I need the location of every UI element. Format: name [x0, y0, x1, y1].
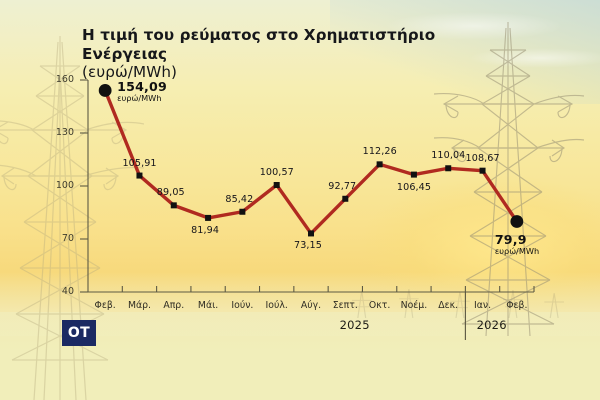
y-axis-tick-label: 40 — [61, 286, 74, 297]
y-axis-tick-label: 70 — [61, 233, 74, 244]
x-axis-tick-label: Φεβ. — [94, 300, 116, 311]
x-axis-tick-label: Ιούλ. — [265, 300, 288, 311]
endpoint-unit: ευρώ/MWh — [117, 93, 162, 104]
endpoint-value: 79,9 — [494, 231, 527, 247]
x-axis-tick-label: Ιαν. — [474, 300, 492, 311]
ground-band — [0, 312, 600, 400]
data-point-marker — [445, 165, 452, 172]
data-point-marker — [308, 230, 314, 237]
axes — [80, 79, 535, 340]
endpoint-value: 154,09 — [117, 79, 167, 95]
data-value-label: 73,15 — [294, 240, 322, 252]
data-point-endpoint — [98, 84, 112, 97]
year-label: 2025 — [339, 318, 370, 332]
data-point-markers — [98, 84, 524, 237]
data-point-endpoint — [510, 215, 524, 228]
ot-logo-badge: OT — [62, 320, 96, 346]
data-point-marker — [342, 195, 349, 202]
data-value-label: 110,04 — [431, 150, 466, 162]
y-axis-tick-label: 100 — [55, 180, 74, 191]
endpoint-value-label: 154,09 ευρώ/MWh — [117, 79, 167, 103]
x-axis-tick-label: Σεπτ. — [332, 300, 358, 311]
data-point-marker — [273, 181, 280, 188]
data-point-marker — [479, 167, 486, 174]
x-axis-tick-label: Αύγ. — [300, 300, 322, 311]
y-axis-tick-label: 160 — [55, 74, 74, 85]
x-axis-tick-label: Οκτ. — [368, 300, 391, 311]
data-point-marker — [205, 214, 212, 221]
data-value-label: 92,77 — [328, 180, 357, 192]
data-value-label: 89,05 — [156, 187, 185, 199]
electricity-pylon-right — [434, 22, 584, 336]
data-point-marker — [136, 172, 143, 179]
chart-title-line1: Η τιμή του ρεύματος στο Χρηματιστήριο Εν… — [82, 26, 436, 63]
data-value-label: 85,42 — [225, 193, 254, 205]
data-value-label: 100,57 — [259, 166, 294, 178]
data-point-marker — [239, 208, 246, 215]
x-axis-tick-label: Ιούν. — [231, 300, 254, 311]
data-point-marker — [170, 202, 177, 209]
data-value-label: 108,67 — [465, 152, 500, 164]
data-value-label: 105,91 — [122, 157, 157, 169]
chart-title-line2: (ευρώ/MWh) — [82, 63, 178, 82]
data-value-label: 112,26 — [362, 146, 397, 158]
year-label: 2026 — [476, 318, 507, 332]
x-axis-tick-label: Μάι. — [197, 300, 219, 311]
data-value-label: 106,45 — [396, 181, 432, 193]
cloud-1 — [384, 12, 564, 40]
cloud-2 — [468, 48, 600, 68]
series-line — [103, 88, 519, 236]
x-axis-tick-label: Νοέμ. — [400, 300, 428, 311]
y-axis-tick-label: 130 — [55, 127, 74, 138]
x-axis-tick-label: Φεβ. — [506, 300, 528, 311]
data-point-marker — [376, 161, 383, 168]
endpoint-value-label: 79,9 ευρώ/MWh — [495, 232, 539, 256]
chart-title: Η τιμή του ρεύματος στο Χρηματιστήριο Εν… — [82, 26, 502, 82]
data-value-label: 81,94 — [191, 224, 220, 236]
x-axis-tick-label: Απρ. — [163, 300, 185, 311]
x-axis-tick-label: Δεκ. — [438, 300, 459, 311]
endpoint-unit: ευρώ/MWh — [494, 245, 540, 256]
data-point-marker — [410, 171, 417, 178]
x-axis-tick-label: Μάρ. — [127, 300, 151, 311]
